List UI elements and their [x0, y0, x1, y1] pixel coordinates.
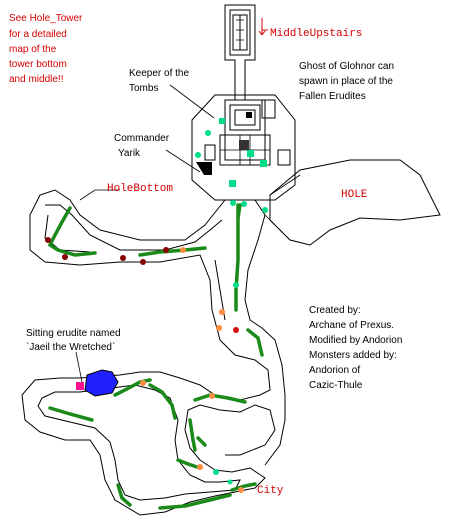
commander-label-line-1: Commander — [114, 133, 170, 144]
green-paths — [47, 203, 264, 510]
keeper-label-line-2: Tombs — [129, 83, 158, 94]
upstairs-arrow — [258, 18, 268, 36]
see-hole-tower-note-line-5: and middle!! — [9, 74, 63, 85]
ghost-note-line-1: Ghost of Glohnor can — [299, 61, 394, 72]
jaeil-marker — [75, 351, 119, 397]
ghost-note-line-3: Fallen Erudites — [299, 91, 366, 102]
hole-label: HOLE — [341, 189, 368, 201]
see-hole-tower-note-line-1: See Hole_Tower — [9, 13, 83, 24]
upstairs-corridor — [224, 4, 256, 101]
credits-line-6: Cazic-Thule — [309, 380, 363, 391]
hole-bottom-label: HoleBottom — [107, 183, 173, 195]
spawn-points — [45, 130, 268, 493]
credits-line-5: Andorion of — [309, 365, 360, 376]
keeper-label-line-1: Keeper of the — [129, 68, 189, 79]
see-hole-tower-note-line-4: tower bottom — [9, 59, 67, 70]
erudite-note-line-2: `Jaeil the Wretched` — [26, 341, 115, 353]
credits-line-1: Created by: — [309, 305, 361, 316]
city-label: City — [257, 485, 284, 497]
leader-lines — [165, 84, 215, 173]
credits-line-3: Modified by Andorion — [309, 335, 402, 346]
commander-label-line-2: Yarik — [118, 148, 141, 159]
see-hole-tower-note-line-2: for a detailed — [9, 29, 67, 40]
credits-line-4: Monsters added by: — [309, 350, 397, 361]
credits-line-2: Archane of Prexus. — [309, 320, 394, 331]
middle-upstairs-label: MiddleUpstairs — [270, 28, 362, 40]
tower — [191, 94, 296, 201]
see-hole-tower-note-line-3: map of the — [9, 44, 57, 55]
cave-walls — [21, 159, 441, 516]
erudite-note-line-1: Sitting erudite named — [26, 328, 121, 339]
ghost-note-line-2: spawn in place of the — [299, 76, 393, 87]
